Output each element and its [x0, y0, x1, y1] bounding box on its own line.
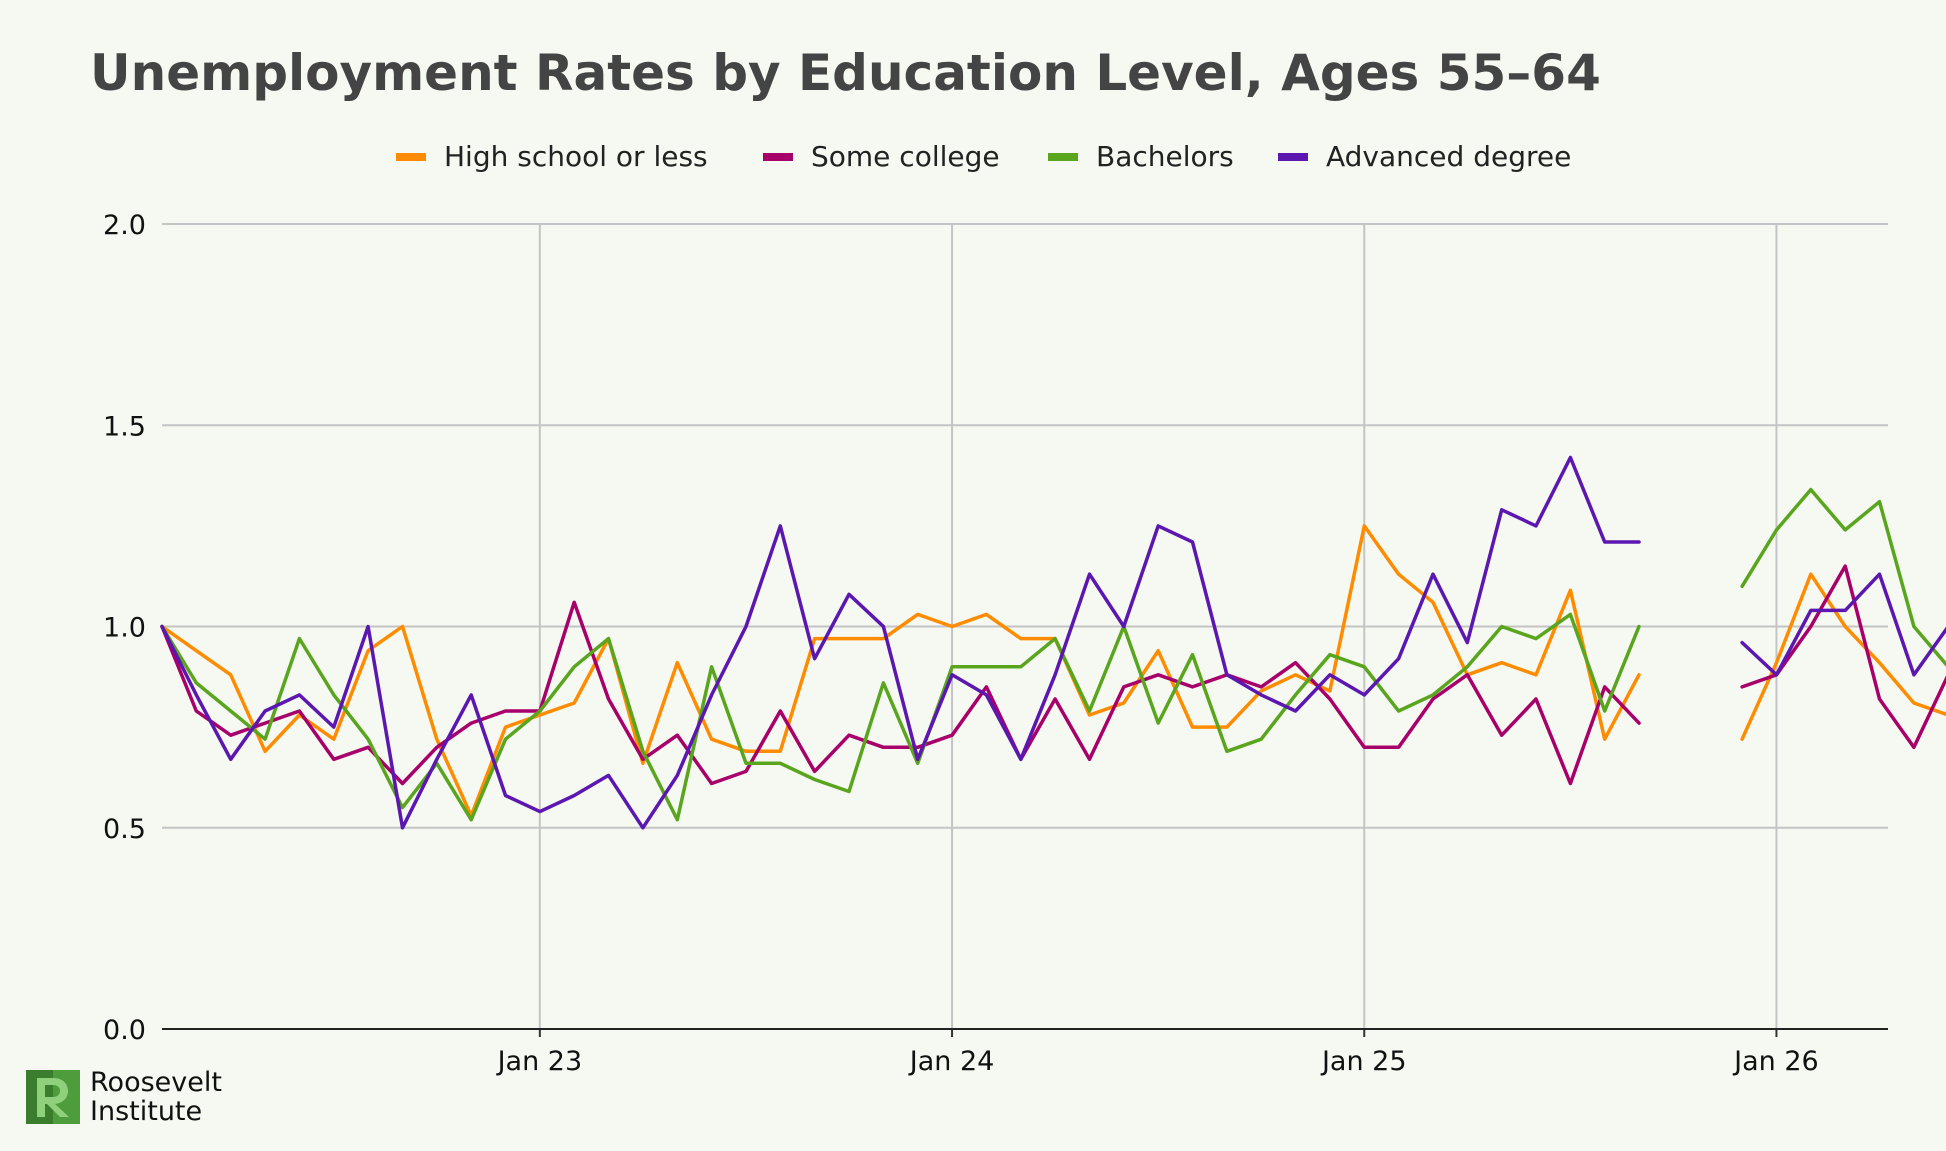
series-advanced-degree — [160, 455, 1946, 830]
legend-swatch-bachelors — [1048, 153, 1078, 161]
legend-item-advanced-degree: Advanced degree — [1278, 140, 1571, 173]
legend-item-bachelors: Bachelors — [1048, 140, 1234, 173]
y-tick-label-3: 1.5 — [103, 411, 146, 442]
legend-label-high-school-or-less: High school or less — [444, 140, 708, 173]
x-tick-label-3: Jan 26 — [1732, 1046, 1819, 1077]
series-line-high-school-or-less-0 — [160, 524, 1641, 818]
series-group — [160, 455, 1946, 830]
series-line-bachelors-1 — [1740, 487, 1946, 667]
series-line-some-college-1 — [1740, 564, 1946, 750]
x-tick-label-0: Jan 23 — [496, 1046, 583, 1077]
legend-swatch-advanced-degree — [1278, 153, 1308, 161]
legend-item-high-school-or-less: High school or less — [396, 140, 708, 173]
logo-word-1: Roosevelt — [90, 1067, 222, 1098]
series-line-advanced-degree-1 — [1740, 572, 1946, 677]
series-line-some-college-0 — [160, 600, 1641, 786]
series-high-school-or-less — [160, 524, 1946, 818]
roosevelt-r-icon — [26, 1070, 80, 1124]
series-bachelors — [160, 487, 1946, 822]
legend: High school or less Some college Bachelors… — [396, 140, 1571, 173]
y-tick-label-0: 0.0 — [103, 1015, 146, 1046]
y-tick-label-2: 1.0 — [103, 613, 146, 644]
series-line-bachelors-0 — [160, 612, 1641, 822]
legend-swatch-some-college — [763, 153, 793, 161]
legend-swatch-high-school-or-less — [396, 153, 426, 161]
gridlines — [162, 223, 1888, 1029]
x-tick-label-1: Jan 24 — [908, 1046, 995, 1077]
x-axis: Jan 23 Jan 24 Jan 25 Jan 26 — [162, 1028, 1888, 1077]
y-tick-label-1: 0.5 — [103, 814, 146, 845]
series-line-high-school-or-less-1 — [1740, 572, 1946, 741]
chart-title: Unemployment Rates by Education Level, A… — [90, 44, 1601, 102]
legend-label-advanced-degree: Advanced degree — [1326, 140, 1571, 173]
legend-label-some-college: Some college — [811, 140, 1000, 173]
y-axis: 0.0 0.5 1.0 1.5 2.0 — [103, 210, 146, 1046]
logo-word-2: Institute — [90, 1096, 203, 1127]
x-tick-label-2: Jan 25 — [1320, 1046, 1407, 1077]
legend-label-bachelors: Bachelors — [1096, 140, 1234, 173]
roosevelt-wordmark: Roosevelt Institute — [90, 1068, 222, 1126]
series-line-advanced-degree-0 — [160, 455, 1641, 830]
roosevelt-logo: Roosevelt Institute — [26, 1068, 222, 1126]
legend-item-some-college: Some college — [763, 140, 1000, 173]
y-tick-label-4: 2.0 — [103, 210, 146, 241]
